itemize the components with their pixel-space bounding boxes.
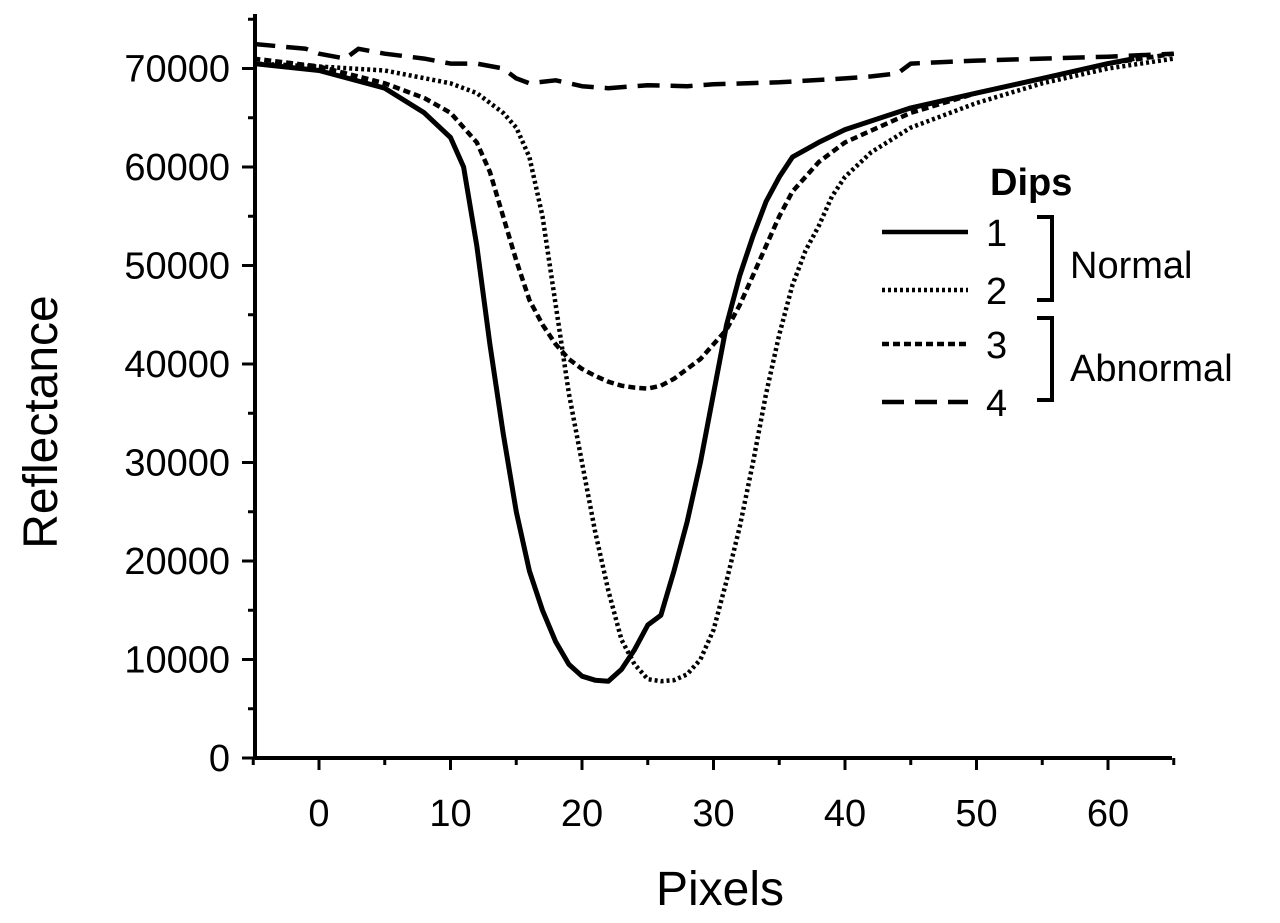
legend-group-bracket bbox=[1037, 316, 1054, 402]
ticks: 0 10 20 30 40 50 60 0 10000 20000 30000 40000 50000 6… bbox=[124, 17, 1176, 835]
x-tick-label: 40 bbox=[824, 793, 866, 835]
x-tick-label: 50 bbox=[955, 793, 997, 835]
series-layer bbox=[253, 41, 1175, 684]
series-2-line bbox=[253, 56, 1175, 684]
x-tick-label: 0 bbox=[308, 793, 329, 835]
x-axis-title: Pixels bbox=[656, 863, 784, 916]
y-tick-label: 20000 bbox=[124, 541, 230, 583]
series-3-line bbox=[253, 51, 1175, 391]
y-tick-label: 40000 bbox=[124, 344, 230, 386]
x-tick-label: 30 bbox=[692, 793, 734, 835]
legend-label-3: 3 bbox=[986, 325, 1007, 367]
legend-label-2: 2 bbox=[986, 271, 1007, 313]
series-1-line bbox=[253, 56, 1135, 684]
legend-group-bracket bbox=[1037, 215, 1054, 302]
series-4-line bbox=[253, 41, 1174, 91]
y-tick-label: 70000 bbox=[124, 49, 230, 91]
y-tick-label: 10000 bbox=[124, 640, 230, 682]
y-tick-label: 50000 bbox=[124, 246, 230, 288]
y-tick-label: 30000 bbox=[124, 443, 230, 485]
legend: Dips 1 2 3 4 Normal Abnormal bbox=[882, 162, 1233, 425]
legend-label-1: 1 bbox=[986, 213, 1007, 255]
legend-group-label: Normal bbox=[1070, 245, 1192, 287]
legend-label-4: 4 bbox=[986, 383, 1007, 425]
x-tick-label: 20 bbox=[561, 793, 603, 835]
legend-title: Dips bbox=[990, 162, 1072, 204]
y-axis-title: Reflectance bbox=[15, 295, 68, 548]
x-tick-label: 60 bbox=[1087, 793, 1129, 835]
legend-group-label: Abnormal bbox=[1070, 348, 1233, 390]
x-tick-label: 10 bbox=[429, 793, 471, 835]
y-tick-label: 0 bbox=[209, 738, 230, 780]
y-tick-label: 60000 bbox=[124, 147, 230, 189]
